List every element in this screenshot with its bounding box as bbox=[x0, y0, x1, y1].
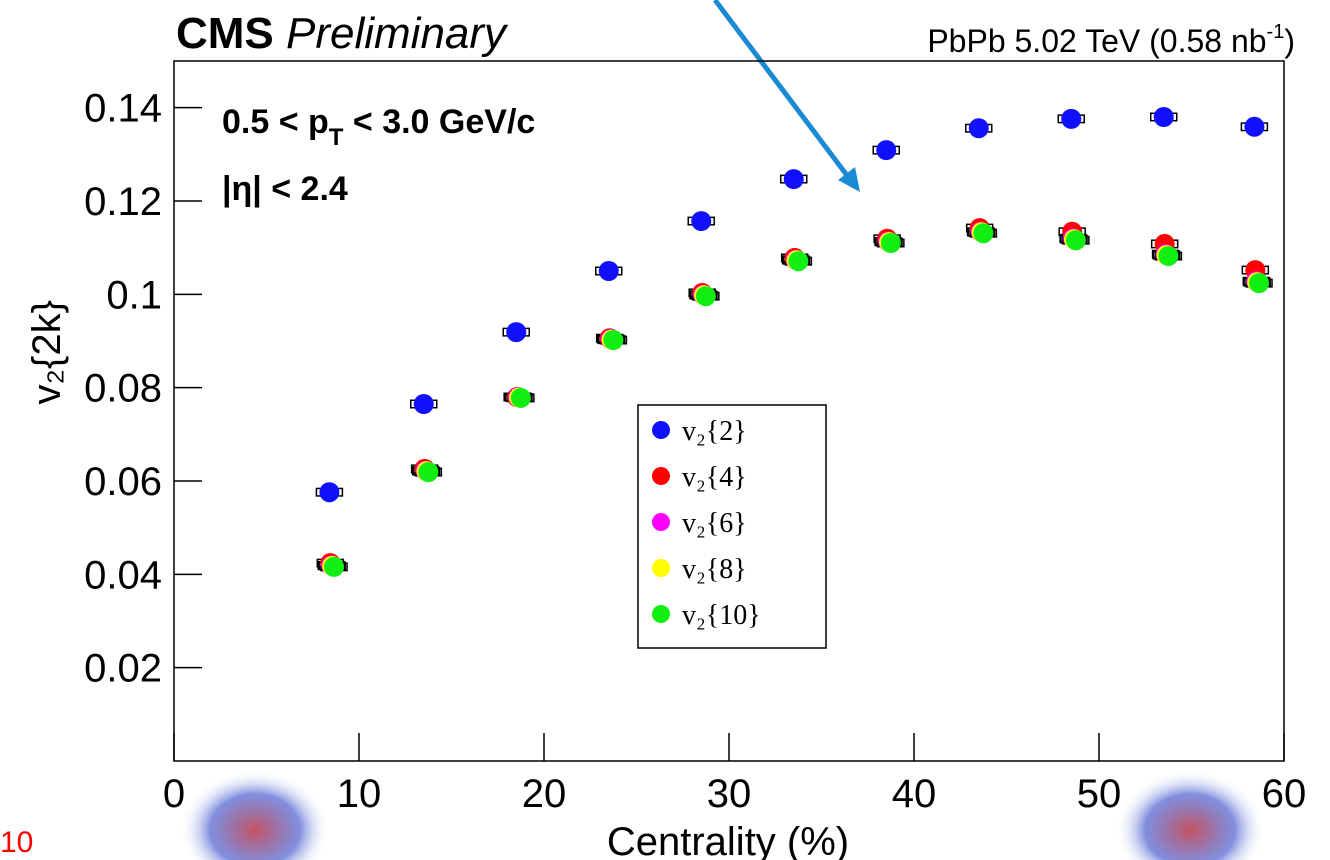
y-tick-label: 0.08 bbox=[84, 367, 162, 411]
y-tick-label: 0.02 bbox=[84, 647, 162, 691]
dataset-main: PbPb 5.02 TeV (0.58 nb bbox=[927, 23, 1266, 59]
marker bbox=[413, 394, 434, 414]
legend-marker bbox=[652, 467, 670, 485]
legend-marker bbox=[652, 513, 670, 531]
marker bbox=[783, 169, 804, 190]
pt-cut-a: 0.5 < p bbox=[222, 103, 329, 141]
x-tick-label: 30 bbox=[707, 772, 752, 816]
x-axis-label: Centrality (%) bbox=[607, 820, 849, 860]
y-tick-label: 0.06 bbox=[84, 460, 162, 504]
marker bbox=[1065, 230, 1086, 251]
marker bbox=[324, 556, 345, 577]
legend-marker bbox=[652, 559, 670, 577]
arrow-line bbox=[713, 0, 854, 184]
x-tick-label: 10 bbox=[337, 772, 382, 816]
dataset-label: PbPb 5.02 TeV (0.58 nb-1) bbox=[927, 21, 1295, 59]
marker bbox=[418, 462, 439, 483]
legend-label: v₂{2} bbox=[682, 416, 747, 447]
legend bbox=[637, 404, 827, 649]
pt-cut: 0.5 < pT < 3.0 GeV/c bbox=[222, 103, 535, 151]
nucleus-image bbox=[1115, 770, 1265, 860]
legend-label: v₂{8} bbox=[682, 554, 747, 585]
marker bbox=[968, 118, 989, 139]
marker bbox=[1061, 108, 1082, 129]
marker bbox=[510, 387, 531, 408]
y-tick-label: 0.14 bbox=[84, 87, 162, 131]
marker bbox=[880, 233, 901, 253]
arrow-head bbox=[838, 167, 860, 192]
pt-cut-b: < 3.0 GeV/c bbox=[343, 103, 535, 141]
x-tick-label: 0 bbox=[163, 772, 185, 816]
marker bbox=[695, 286, 716, 307]
y-axis-label: v₂{2k} bbox=[25, 300, 69, 405]
marker bbox=[506, 322, 527, 343]
marker bbox=[1249, 273, 1270, 294]
marker bbox=[876, 140, 897, 161]
dataset-end: ) bbox=[1284, 23, 1295, 59]
marker bbox=[598, 261, 619, 281]
legend-entries: v₂{2} v₂{4} v₂{6} v₂{8} v₂{10} bbox=[652, 416, 761, 631]
y-tick-label: 0.1 bbox=[106, 273, 162, 317]
pt-cut-sub: T bbox=[329, 124, 344, 151]
marker bbox=[691, 211, 712, 232]
marker bbox=[1244, 116, 1265, 137]
dataset-sup: -1 bbox=[1267, 21, 1285, 43]
eta-cut: |η| < 2.4 bbox=[222, 170, 348, 208]
legend-marker bbox=[652, 605, 670, 623]
y-tick-label: 0.04 bbox=[84, 553, 162, 597]
slide-number: 10 bbox=[0, 826, 33, 859]
marker bbox=[603, 330, 624, 351]
x-tick-label: 50 bbox=[1077, 772, 1122, 816]
legend-label: v₂{6} bbox=[682, 508, 747, 539]
title-bold: CMS bbox=[176, 9, 274, 58]
legend-label: v₂{10} bbox=[682, 600, 761, 631]
legend-label: v₂{4} bbox=[682, 462, 747, 493]
x-tick-label: 40 bbox=[892, 772, 937, 816]
marker bbox=[788, 251, 809, 272]
marker bbox=[973, 223, 994, 244]
x-tick-label: 20 bbox=[522, 772, 567, 816]
title-italic: Preliminary bbox=[286, 9, 509, 58]
y-tick-label: 0.12 bbox=[84, 180, 162, 224]
x-tick-label: 60 bbox=[1262, 772, 1307, 816]
plot-area: 0.02 0.04 0.06 0.08 0.1 0.12 0.14 0 10 20 30 40 50 60 bbox=[84, 60, 1307, 816]
marker bbox=[1153, 107, 1174, 127]
nucleus-image bbox=[180, 770, 330, 860]
marker bbox=[1158, 246, 1179, 267]
legend-marker bbox=[652, 421, 670, 439]
marker bbox=[319, 482, 340, 503]
